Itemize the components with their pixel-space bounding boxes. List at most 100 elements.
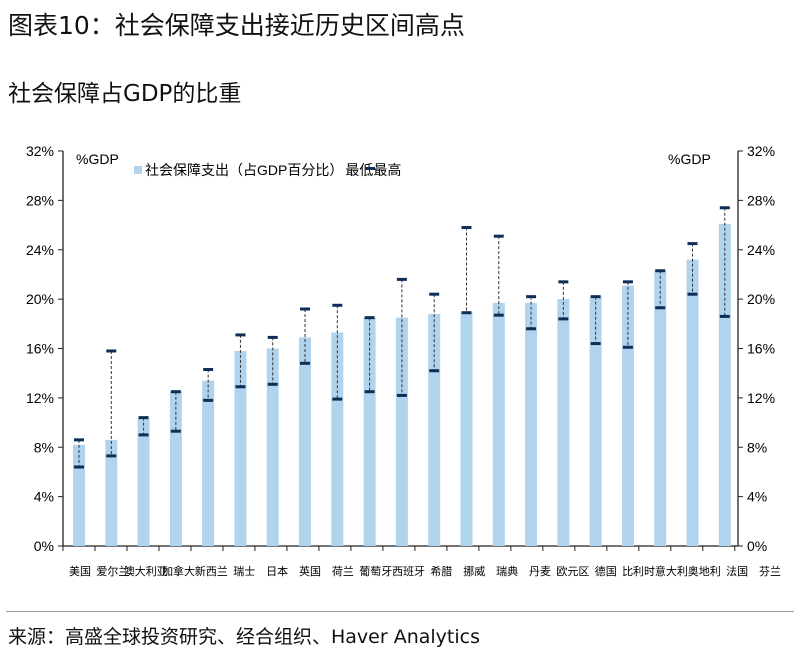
source-note: 来源：高盛全球投资研究、经合组织、Haver Analytics bbox=[8, 626, 480, 648]
x-tick-label: 美国 bbox=[69, 565, 91, 578]
max-marker bbox=[622, 280, 633, 284]
bar bbox=[686, 259, 699, 546]
bar bbox=[363, 317, 376, 546]
min-marker bbox=[493, 313, 504, 317]
max-marker bbox=[138, 416, 149, 420]
bar bbox=[718, 223, 731, 546]
min-marker bbox=[106, 454, 117, 458]
min-marker bbox=[332, 397, 343, 401]
left-tick-label: 12% bbox=[26, 390, 54, 406]
right-tick-label: 32% bbox=[747, 143, 775, 159]
max-marker bbox=[429, 292, 440, 296]
left-tick-label: 4% bbox=[34, 489, 54, 505]
x-tick-label: 芬兰 bbox=[759, 565, 781, 578]
x-tick-label: 荷兰 bbox=[332, 565, 354, 578]
bar bbox=[72, 444, 85, 546]
figure-title: 图表10：社会保障支出接近历史区间高点 bbox=[8, 11, 465, 40]
max-marker bbox=[267, 335, 278, 339]
bar bbox=[266, 348, 279, 546]
x-tick-label: 西班牙 bbox=[392, 565, 425, 578]
right-tick-label: 4% bbox=[747, 489, 767, 505]
max-marker bbox=[655, 269, 666, 273]
left-axis-unit: %GDP bbox=[76, 151, 119, 167]
bar bbox=[395, 317, 408, 546]
x-tick-label: 日本 bbox=[266, 564, 288, 578]
right-tick-label: 8% bbox=[747, 439, 767, 455]
left-tick-label: 24% bbox=[26, 242, 54, 258]
min-marker bbox=[719, 314, 730, 318]
x-tick-label: 法国 bbox=[726, 564, 748, 578]
min-marker bbox=[170, 429, 181, 433]
bar bbox=[460, 312, 473, 546]
min-marker bbox=[203, 398, 214, 402]
max-marker bbox=[396, 277, 407, 281]
bar bbox=[331, 332, 344, 546]
max-marker bbox=[461, 226, 472, 230]
bar bbox=[428, 313, 441, 546]
max-marker bbox=[235, 333, 246, 337]
x-tick-label: 瑞典 bbox=[496, 564, 518, 578]
max-marker bbox=[558, 280, 569, 284]
x-tick-label: 爱尔兰 bbox=[96, 565, 129, 578]
min-marker bbox=[138, 433, 149, 437]
max-marker bbox=[106, 349, 117, 353]
right-tick-label: 20% bbox=[747, 291, 775, 307]
left-tick-label: 20% bbox=[26, 291, 54, 307]
max-marker bbox=[590, 295, 601, 299]
bar bbox=[492, 302, 505, 546]
right-tick-label: 0% bbox=[747, 538, 767, 554]
chart: %GDP %GDP 社会保障支出（占GDP百分比） 最低最高 0%0%4%4%8… bbox=[26, 143, 781, 578]
x-tick-label: 英国 bbox=[299, 564, 321, 578]
min-marker bbox=[300, 361, 311, 365]
x-tick-label: 新西兰 bbox=[195, 564, 228, 578]
x-tick-label: 葡萄牙 bbox=[359, 565, 392, 578]
min-marker bbox=[687, 292, 698, 296]
legend-bar-label: 社会保障支出（占GDP百分比） bbox=[145, 162, 343, 178]
min-marker bbox=[622, 345, 633, 349]
x-tick-label: 欧元区 bbox=[556, 565, 589, 578]
max-marker bbox=[170, 390, 181, 394]
right-tick-label: 16% bbox=[747, 341, 775, 357]
max-marker bbox=[203, 367, 214, 371]
x-tick-label: 挪威 bbox=[463, 564, 485, 578]
chart-subtitle: 社会保障占GDP的比重 bbox=[8, 81, 242, 107]
bar bbox=[137, 418, 150, 546]
min-marker bbox=[364, 390, 375, 394]
x-tick-label: 澳大利亚 bbox=[124, 564, 168, 578]
x-tick-label: 加拿大 bbox=[162, 564, 195, 578]
min-marker bbox=[655, 306, 666, 310]
max-marker bbox=[73, 438, 84, 442]
min-marker bbox=[396, 393, 407, 397]
bar bbox=[525, 302, 538, 546]
right-axis-unit: %GDP bbox=[668, 151, 711, 167]
x-tick-label: 意大利 bbox=[655, 564, 688, 578]
bar bbox=[202, 380, 215, 546]
min-marker bbox=[526, 327, 537, 331]
right-tick-label: 12% bbox=[747, 390, 775, 406]
right-tick-label: 24% bbox=[747, 242, 775, 258]
x-tick-label: 希腊 bbox=[430, 564, 452, 578]
bar bbox=[654, 270, 667, 546]
separator bbox=[6, 611, 794, 612]
left-tick-label: 16% bbox=[26, 341, 54, 357]
max-marker bbox=[364, 316, 375, 320]
right-tick-label: 28% bbox=[747, 192, 775, 208]
min-marker bbox=[461, 311, 472, 315]
x-tick-label: 丹麦 bbox=[529, 565, 551, 578]
max-marker bbox=[332, 303, 343, 307]
bar bbox=[299, 337, 312, 546]
x-tick-label: 奥地利 bbox=[688, 564, 721, 578]
left-tick-label: 8% bbox=[34, 439, 54, 455]
min-marker bbox=[235, 385, 246, 389]
left-tick-label: 32% bbox=[26, 143, 54, 159]
min-marker bbox=[429, 369, 440, 373]
bar bbox=[169, 391, 182, 546]
bar bbox=[234, 350, 247, 546]
legend-range-marker bbox=[365, 167, 375, 170]
min-marker bbox=[73, 465, 84, 469]
legend-bar-swatch bbox=[134, 166, 142, 174]
bar bbox=[557, 299, 570, 546]
x-tick-label: 比利时 bbox=[622, 565, 655, 578]
bar bbox=[621, 285, 634, 546]
x-tick-label: 瑞士 bbox=[233, 564, 255, 578]
